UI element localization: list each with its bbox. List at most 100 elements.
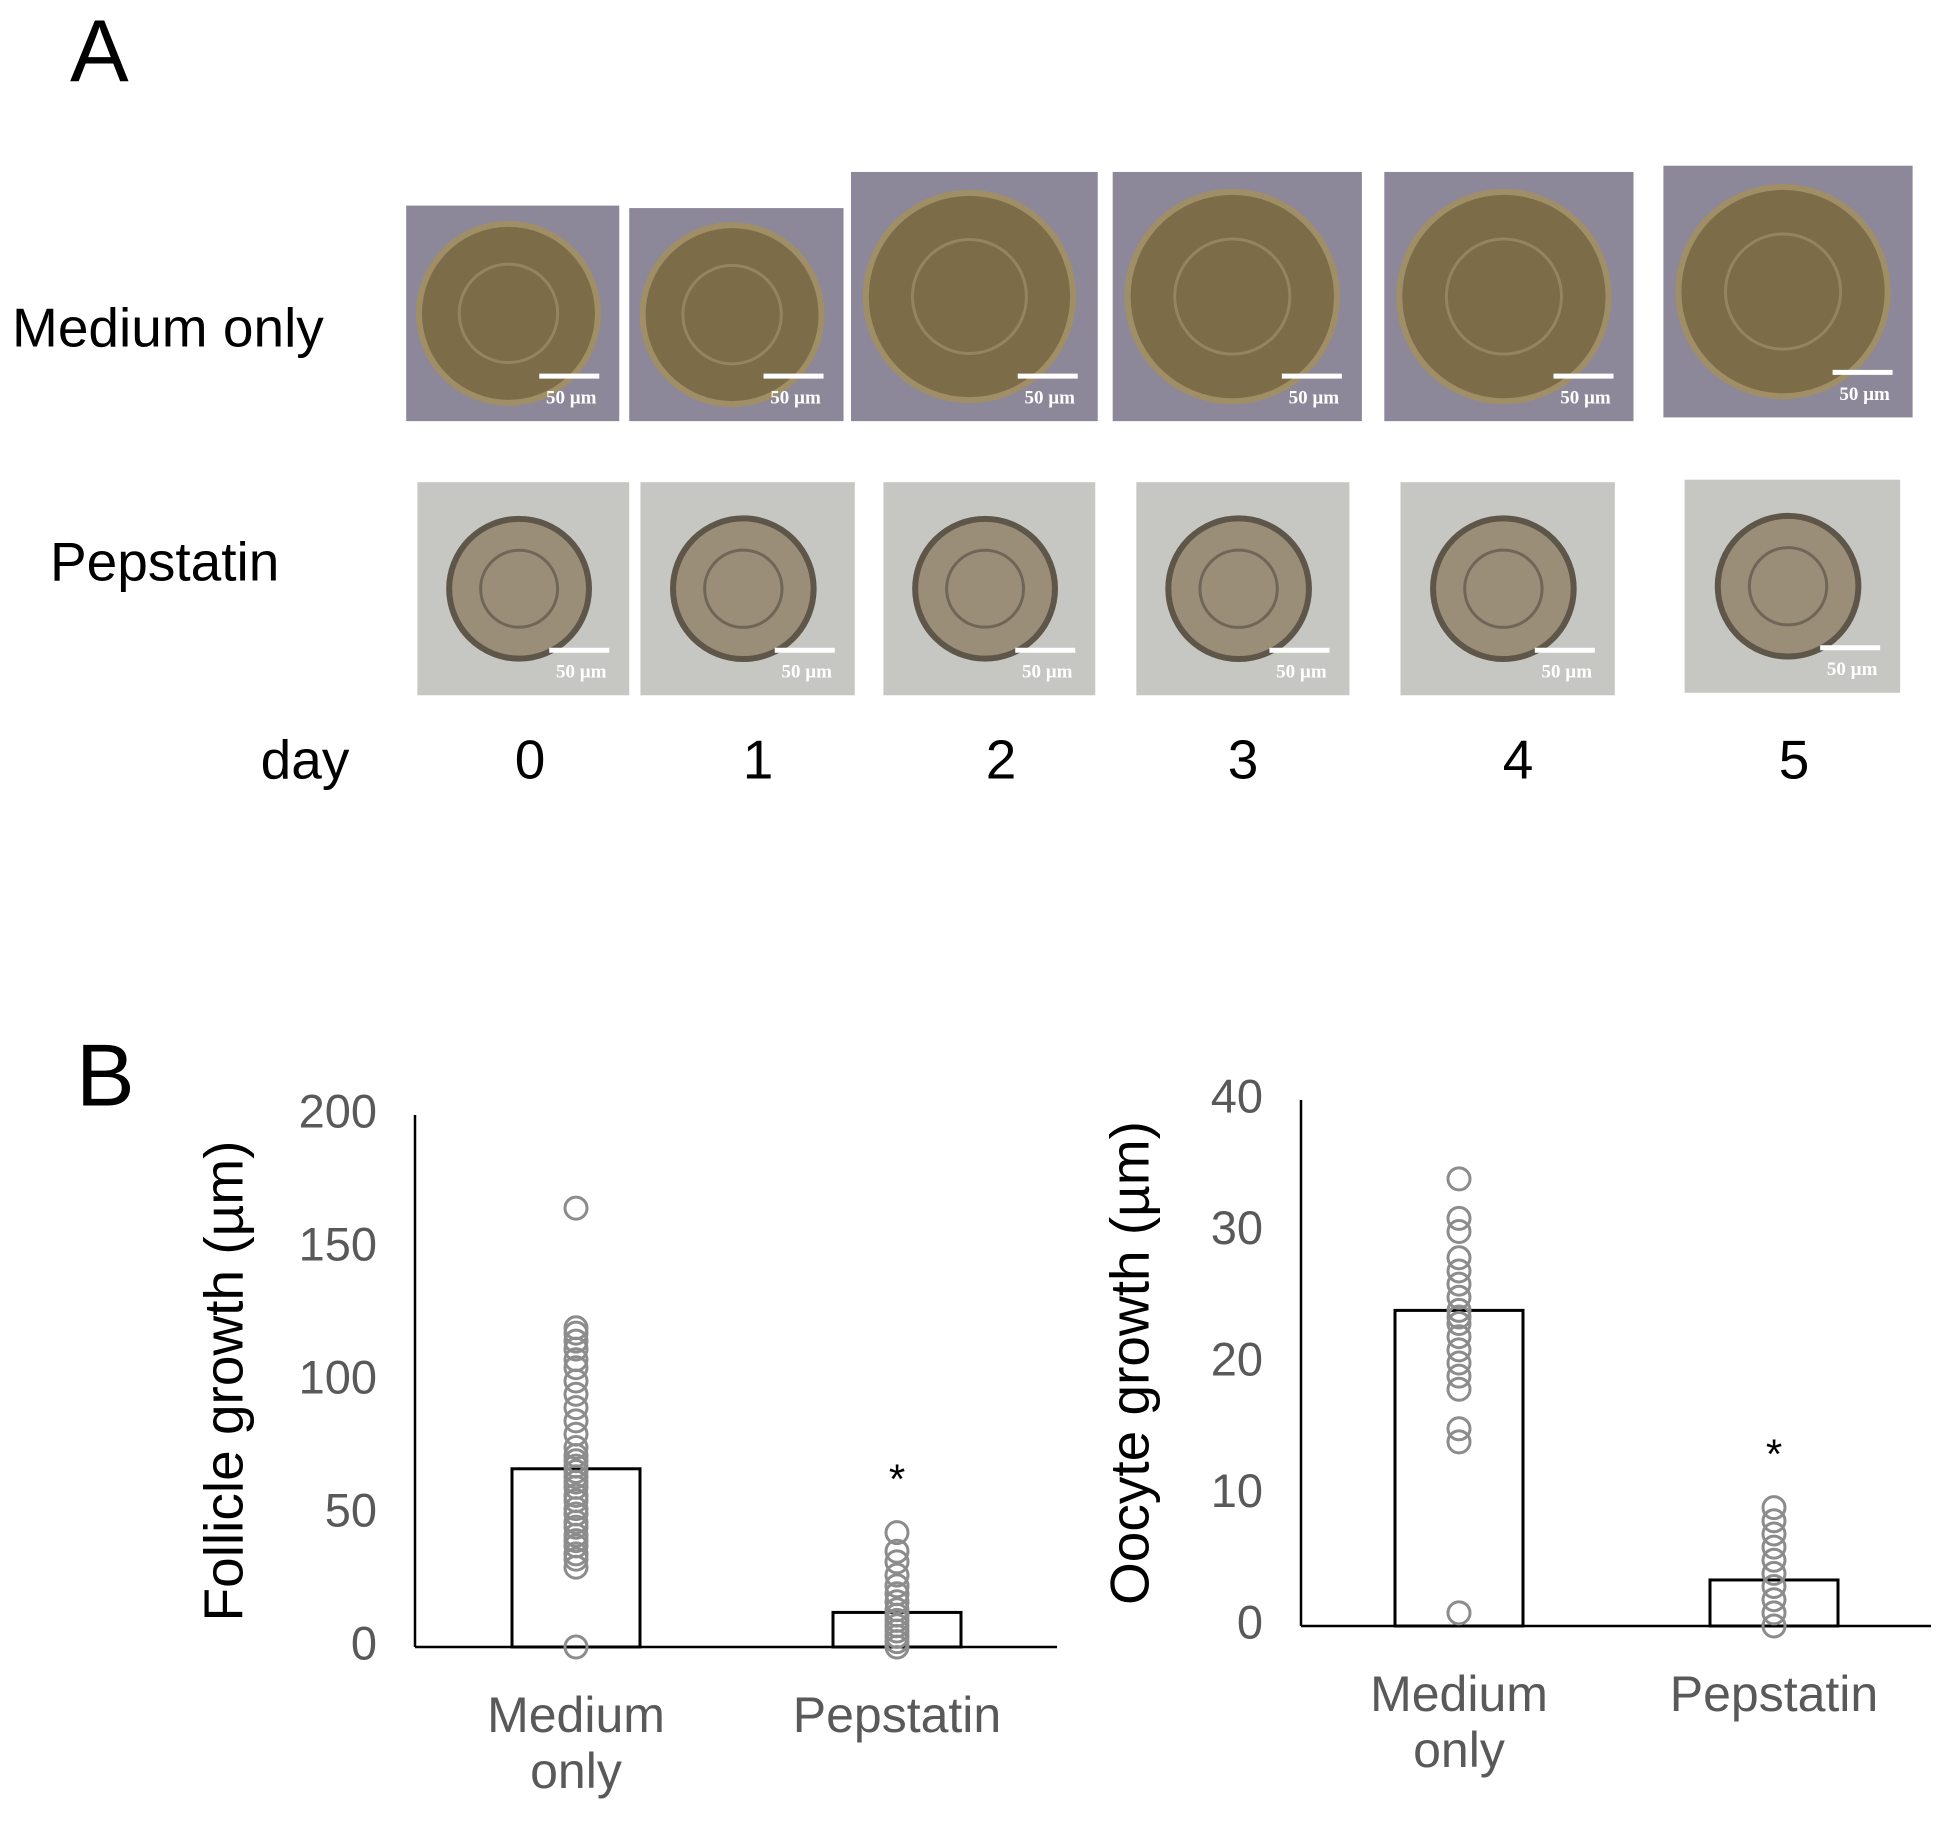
follicle: [1396, 188, 1612, 405]
scale-bar-label: 50 µm: [1276, 662, 1327, 683]
data-point: [1446, 1166, 1472, 1192]
data-point: [563, 1315, 589, 1341]
oocyte: [1747, 546, 1829, 627]
oocyte: [681, 263, 783, 366]
data-point: [884, 1597, 910, 1623]
bar: [1393, 1308, 1525, 1628]
follicle: [639, 222, 825, 408]
follicle: [1714, 512, 1862, 660]
y-tick-label: 30: [1211, 1201, 1263, 1254]
y-axis-label: Oocyte growth (µm): [1099, 1121, 1161, 1605]
data-point: [1446, 1205, 1472, 1231]
data-point: [1446, 1219, 1472, 1244]
data-point: [884, 1520, 910, 1546]
scale-bar-label: 50 µm: [1542, 662, 1593, 683]
data-point: [1446, 1304, 1472, 1330]
oocyte: [945, 548, 1026, 629]
panel-label: B: [76, 1025, 135, 1124]
scale-bar-label: 50 µm: [556, 662, 607, 683]
day-number: 5: [1779, 729, 1810, 791]
data-point: [1446, 1258, 1472, 1284]
data-point: [884, 1589, 910, 1615]
data-point: [1761, 1613, 1787, 1639]
y-tick-label: 100: [299, 1350, 377, 1403]
data-point: [563, 1634, 589, 1660]
row-label: Pepstatin: [50, 531, 279, 593]
data-point: [1446, 1376, 1472, 1402]
follicle: [415, 220, 601, 406]
data-point: [1446, 1600, 1472, 1626]
y-tick-label: 50: [325, 1483, 377, 1536]
y-axis-label: Follicle growth (µm): [193, 1141, 255, 1622]
day-number: 0: [515, 729, 546, 791]
data-point: [563, 1347, 589, 1373]
oocyte: [1198, 548, 1279, 629]
data-point: [1446, 1284, 1472, 1310]
scale-bar-label: 50 µm: [1839, 384, 1890, 405]
oocyte: [1463, 548, 1544, 629]
data-point: [1761, 1495, 1787, 1521]
data-point: [563, 1541, 589, 1567]
y-tick-label: 200: [299, 1084, 377, 1137]
follicle: [1675, 183, 1891, 400]
follicle: [1430, 515, 1577, 663]
data-point: [884, 1562, 910, 1588]
data-point: [563, 1381, 589, 1407]
data-point: [1446, 1363, 1472, 1389]
oocyte: [1723, 232, 1843, 351]
oocyte: [703, 548, 784, 629]
follicle: [446, 515, 592, 662]
data-point: [1446, 1416, 1472, 1442]
data-point: [1761, 1600, 1787, 1626]
day-number: 4: [1503, 729, 1534, 791]
data-point: [1446, 1311, 1472, 1337]
data-point: [563, 1435, 589, 1460]
data-point: [563, 1482, 589, 1508]
x-tick-label: Medium only: [487, 1687, 665, 1799]
y-tick-label: 150: [299, 1217, 377, 1270]
y-tick-label: 40: [1211, 1069, 1263, 1122]
scale-bar-label: 50 µm: [1022, 662, 1073, 683]
follicle: [912, 515, 1058, 662]
oocyte: [457, 262, 560, 365]
panel-label: A: [70, 1, 129, 100]
day-label: day: [261, 729, 350, 791]
data-point: [1446, 1337, 1472, 1363]
day-number: 1: [743, 729, 774, 791]
x-tick-label: Pepstatin: [792, 1687, 1002, 1743]
scale-bar-label: 50 µm: [546, 388, 597, 409]
data-point: [884, 1538, 910, 1564]
y-tick-label: 0: [351, 1616, 377, 1669]
y-tick-label: 10: [1211, 1464, 1263, 1517]
day-number: 3: [1228, 729, 1259, 791]
data-point: [884, 1549, 910, 1575]
data-point: [884, 1581, 910, 1607]
oocyte: [910, 238, 1028, 356]
scale-bar-label: 50 µm: [781, 662, 832, 683]
oocyte: [1173, 237, 1292, 356]
significance-mark: *: [1766, 1431, 1782, 1478]
data-point: [1446, 1271, 1472, 1297]
oocyte: [1444, 237, 1563, 356]
day-number: 2: [986, 729, 1017, 791]
data-point: [1446, 1350, 1472, 1376]
data-point: [1446, 1245, 1472, 1271]
scale-bar-label: 50 µm: [770, 388, 821, 409]
data-point: [1761, 1521, 1787, 1547]
y-tick-label: 20: [1211, 1332, 1263, 1385]
follicle: [670, 515, 817, 663]
x-tick-label: Pepstatin: [1669, 1666, 1879, 1722]
data-point: [1761, 1547, 1787, 1573]
data-point: [563, 1395, 589, 1421]
data-point: [1446, 1429, 1472, 1455]
data-point: [1761, 1534, 1787, 1560]
data-point: [563, 1195, 589, 1221]
data-point: [563, 1421, 589, 1447]
data-point: [884, 1573, 910, 1599]
data-point: [563, 1355, 589, 1381]
y-tick-label: 0: [1237, 1595, 1263, 1648]
follicle: [1124, 188, 1340, 405]
data-point: [563, 1408, 589, 1434]
